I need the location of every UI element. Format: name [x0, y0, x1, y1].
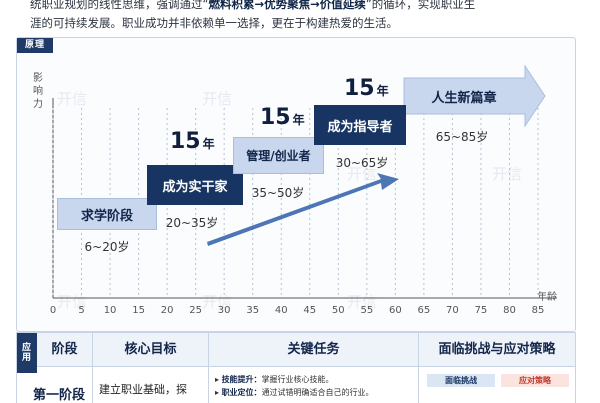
growth-arrow	[207, 173, 399, 246]
intro-paragraph: 统职业规划的线性思维，强调通过“燃料积累→优势聚焦→价值延续”的循环，实现职业生…	[30, 0, 578, 33]
header-goal: 核心目标	[93, 333, 208, 367]
intro-cycle: 燃料积累→优势聚焦→价值延续	[208, 0, 366, 11]
x-tick-label: 55	[360, 305, 373, 316]
x-tick-label: 70	[446, 305, 459, 316]
x-tick-label: 30	[218, 305, 231, 316]
stage-1-age: 6~20岁	[84, 240, 130, 254]
diagram-tag: 原理	[17, 38, 53, 53]
stage-3-age: 35~50岁	[251, 186, 305, 200]
stage-1-label: 求学阶段	[80, 208, 133, 224]
x-tick-label: 60	[389, 305, 402, 316]
x-tick-label: 65	[418, 305, 431, 316]
watermark: 开信	[492, 165, 523, 183]
x-tick-label: 75	[475, 305, 488, 316]
header-challenges: 面临挑战与应对策略	[419, 333, 575, 367]
stage-4-box: 成为指导者	[314, 105, 406, 145]
stage-2-box: 成为实干家	[147, 165, 243, 205]
row1-goal: 建立职业基础，探	[99, 383, 187, 396]
header-stage: 阶段	[37, 333, 92, 367]
x-tick-label: 85	[532, 305, 545, 316]
x-tick-label: 0	[50, 305, 56, 316]
stage-3-duration: 15 年	[260, 105, 305, 130]
column-divider	[208, 333, 209, 403]
career-diagram-panel: 原理 影响力 年龄 开信 开信 开信 开信 开信 开信 开信 开信 051015…	[16, 37, 576, 332]
chip-challenge: 面临挑战	[427, 374, 495, 387]
chip-strategy: 应对策略	[501, 374, 569, 387]
x-tick-label: 5	[78, 305, 84, 316]
stage-2-duration: 15 年	[170, 129, 215, 154]
stage-2-label: 成为实干家	[162, 179, 228, 195]
stage-5-label: 人生新篇章	[431, 90, 497, 106]
x-tick-label: 35	[246, 305, 259, 316]
row1-task-1: ▸ 技能提升：掌握行业核心技能。	[215, 375, 334, 384]
y-axis-label: 影响力	[33, 73, 43, 110]
stage-3-label: 管理/创业者	[246, 149, 311, 163]
column-divider	[418, 333, 419, 403]
x-tick-label: 50	[332, 305, 345, 316]
x-tick-label: 20	[161, 305, 174, 316]
header-tasks: 关键任务	[209, 333, 418, 367]
stage-1-box: 求学阶段	[57, 198, 157, 230]
stage-3-box: 管理/创业者	[233, 137, 324, 174]
x-tick-label: 25	[189, 305, 202, 316]
x-tick-label: 80	[503, 305, 516, 316]
stage-2-age: 20~35岁	[165, 216, 219, 230]
stage-5-age: 65~85岁	[435, 130, 489, 144]
watermark: 开信	[347, 165, 378, 183]
x-tick-label: 45	[303, 305, 316, 316]
x-tick-label: 40	[275, 305, 288, 316]
stage-5-arrow-shape	[403, 64, 546, 128]
row1-stage: 第一阶段	[33, 388, 86, 403]
stage-4-duration: 15 年	[344, 76, 389, 101]
stage-5-box: 人生新篇章	[409, 81, 519, 111]
column-divider	[92, 333, 93, 403]
x-tick-label: 15	[132, 305, 145, 316]
intro-pre: 统职业规划的线性思维，强调通过“	[30, 0, 209, 11]
x-tick-label: 10	[104, 305, 117, 316]
intro-line2: 涯的可持续发展。职业成功并非依赖单一选择，更在于构建热爱的生活。	[30, 16, 398, 30]
watermark: 开信	[202, 90, 233, 108]
row1-task-2: ▸ 职业定位：通过试错明确适合自己的行业。	[215, 388, 374, 397]
stage-4-age: 30~65岁	[335, 156, 389, 170]
intro-mid: ”的循环，实现职业生	[365, 0, 476, 11]
application-table: 应用 阶段 核心目标 关键任务 面临挑战与应对策略 第一阶段 建立职业基础，探 …	[16, 332, 576, 403]
watermark: 开信	[57, 90, 88, 108]
diagram-canvas: 0 5 10 15 20 25 30 35 40 45 50 55 60 65 70 75 80 85	[50, 64, 557, 316]
stage-4-label: 成为指导者	[327, 119, 393, 135]
table-tag: 应用	[17, 333, 37, 373]
